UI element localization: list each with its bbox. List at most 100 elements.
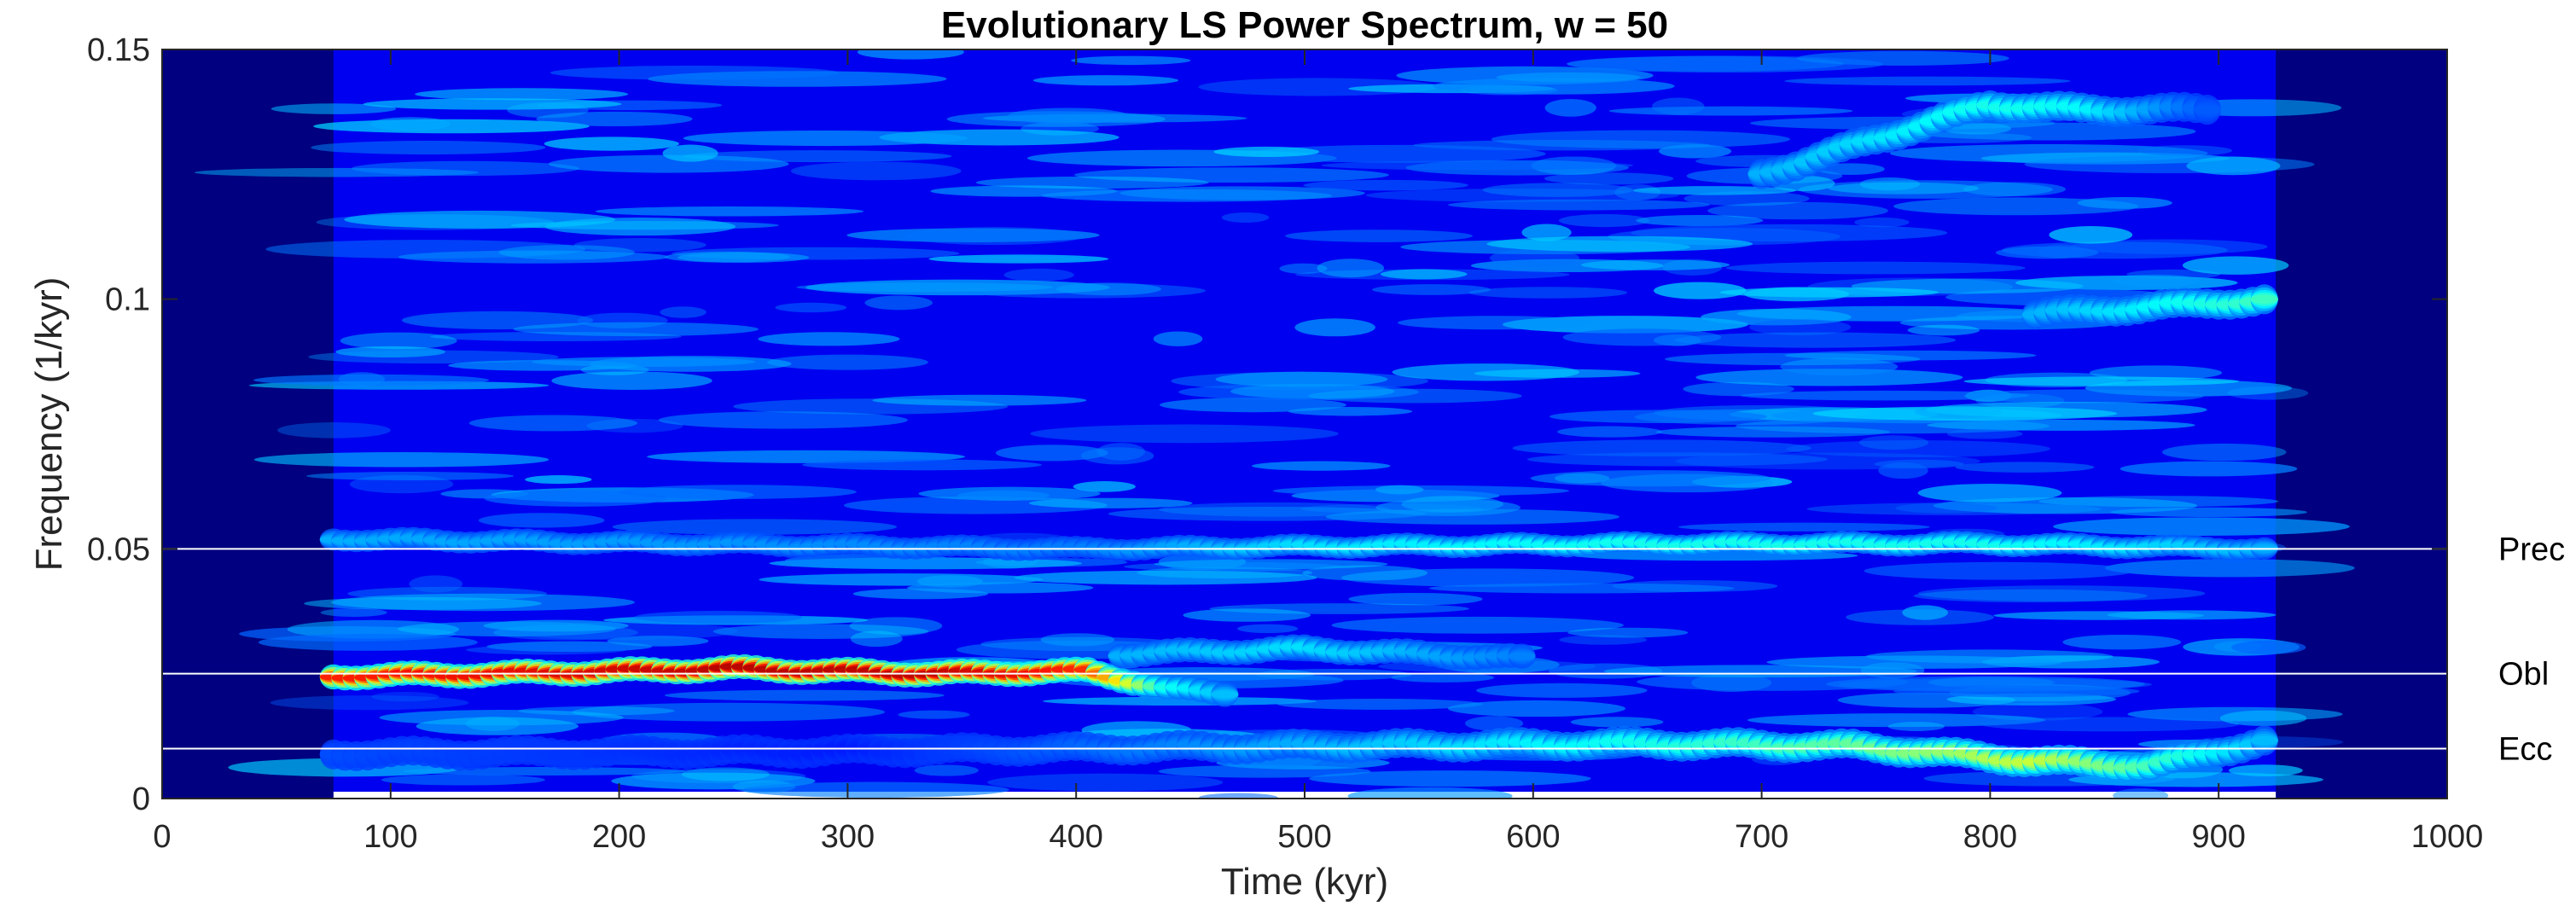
- speckle: [335, 346, 446, 357]
- x-axis: 0 100 200 300 400 500 600 700 800 900 1000: [153, 49, 2483, 855]
- speckle: [1073, 480, 1136, 492]
- speckle: [277, 422, 391, 439]
- speckle: [864, 295, 933, 311]
- speckle: [1043, 696, 1317, 706]
- speckle: [513, 322, 759, 337]
- speckle: [1285, 229, 1473, 242]
- y-tick-label: 0: [132, 781, 150, 817]
- speckle: [1055, 282, 1161, 296]
- speckle: [1562, 328, 1722, 346]
- noise-layer: [194, 49, 2355, 799]
- speckle: [957, 490, 1050, 502]
- speckle: [1695, 369, 1963, 386]
- x-tick-label: 700: [1735, 819, 1788, 855]
- speckle: [1348, 593, 1483, 606]
- speckle: [790, 161, 962, 181]
- speckle: [618, 485, 857, 499]
- speckle: [1631, 224, 1948, 242]
- speckle: [712, 624, 929, 639]
- x-axis-label: Time (kyr): [1221, 861, 1388, 903]
- speckle: [1558, 213, 1649, 228]
- x-tick-label: 300: [821, 819, 875, 855]
- speckle: [2231, 640, 2306, 654]
- speckle: [2049, 226, 2133, 244]
- speckle: [664, 689, 945, 701]
- y-axis-label: Frequency (1/kyr): [28, 277, 70, 572]
- speckle: [1008, 107, 1129, 125]
- speckle: [270, 695, 469, 711]
- speckle: [1154, 559, 1388, 570]
- speckle: [1559, 635, 1648, 645]
- speckle: [484, 490, 667, 507]
- speckle: [2227, 386, 2309, 400]
- speckle: [1252, 461, 1391, 471]
- speckle: [1747, 713, 2046, 728]
- speckle: [1041, 189, 1333, 202]
- speckle: [1391, 672, 1495, 683]
- speckle: [525, 475, 592, 485]
- speckle: [1963, 376, 2240, 386]
- speckle: [340, 332, 457, 350]
- speckle: [872, 394, 1087, 406]
- speckle: [1276, 698, 1483, 710]
- speckle: [1486, 235, 1753, 253]
- speckle: [468, 415, 637, 432]
- speckle: [2162, 443, 2287, 462]
- speckle: [1030, 424, 1339, 444]
- speckle: [371, 691, 439, 702]
- speckle: [846, 228, 1100, 242]
- speckle: [2137, 145, 2233, 156]
- speckle: [548, 154, 789, 173]
- speckle: [741, 781, 1009, 799]
- speckle: [1468, 287, 1628, 299]
- speckle: [510, 221, 779, 230]
- speckle: [572, 702, 885, 722]
- speckle: [320, 607, 387, 618]
- speckle: [1674, 332, 1957, 348]
- speckle: [1864, 561, 2135, 580]
- band: [319, 654, 1239, 707]
- band-mark: [2193, 105, 2221, 114]
- speckle: [1654, 282, 1747, 299]
- speckle: [2186, 156, 2281, 176]
- speckle: [1521, 224, 1572, 241]
- speckle: [1347, 787, 1513, 799]
- speckle: [2077, 196, 2172, 209]
- speckle: [611, 772, 816, 790]
- reference-label-obl: Obl: [2498, 657, 2549, 693]
- speckle: [975, 176, 1209, 189]
- speckle: [1198, 793, 1278, 799]
- speckle: [1288, 406, 1413, 416]
- y-tick-label: 0.05: [87, 532, 150, 567]
- speckle: [907, 582, 1094, 594]
- speckle: [1740, 390, 2030, 401]
- speckle: [1913, 589, 2148, 603]
- speckle: [1925, 401, 2207, 418]
- speckle: [1014, 570, 1317, 585]
- speckle: [1683, 191, 1810, 206]
- speckle: [928, 254, 1109, 264]
- speckle: [914, 764, 979, 776]
- speckle: [1786, 440, 2050, 458]
- speckle: [1963, 389, 2204, 404]
- reference-lines: Prec Obl Ecc: [162, 532, 2565, 767]
- speckle: [544, 137, 679, 151]
- speckle: [1946, 428, 2023, 439]
- speckle: [805, 279, 1110, 296]
- speckle: [2089, 365, 2223, 380]
- speckle: [796, 282, 1054, 293]
- speckle: [1392, 363, 1579, 381]
- speckle: [253, 451, 550, 468]
- speckle: [1784, 350, 2037, 361]
- speckle: [1851, 278, 2084, 294]
- speckle: [733, 398, 1009, 415]
- speckle: [1074, 167, 1389, 183]
- speckle: [1003, 268, 1074, 282]
- speckle: [1448, 199, 1710, 211]
- speckle: [1213, 146, 1320, 157]
- speckle: [352, 160, 579, 177]
- speckle: [1153, 331, 1203, 346]
- speckle: [1580, 259, 1730, 270]
- speckle: [1858, 435, 1929, 450]
- speckle: [662, 144, 718, 162]
